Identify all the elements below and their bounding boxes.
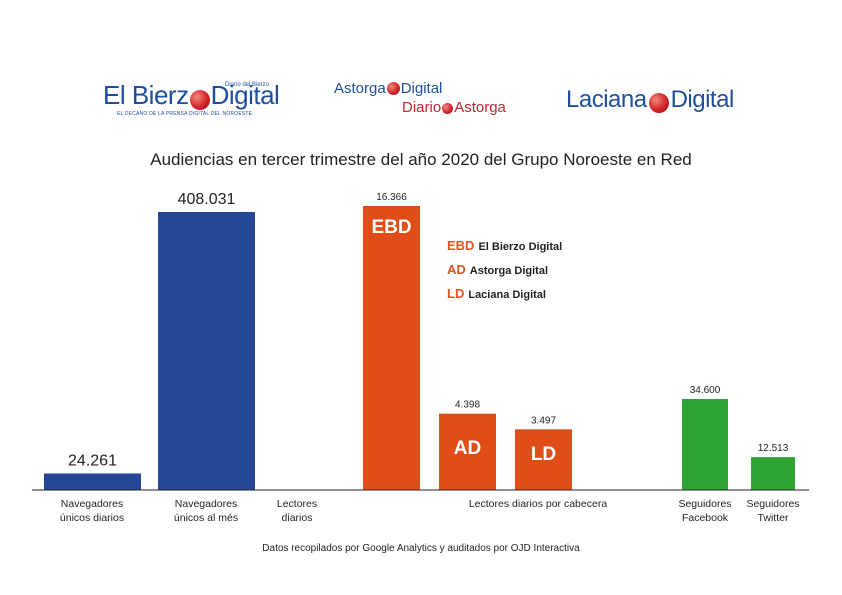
ld-logo-name-left: Laciana — [566, 86, 647, 113]
ebd-logo-subtitle: EL DECANO DE LA PRENSA DIGITAL DEL NOROE… — [117, 111, 253, 117]
globe-icon — [189, 89, 210, 110]
bar-inner-label-ad: AD — [454, 438, 481, 459]
ad-logo-line1-left: Astorga — [334, 80, 386, 97]
source-note: Datos recopilados por Google Analytics y… — [262, 543, 580, 554]
data-label-ad: 4.398 — [455, 400, 480, 411]
category-label: Navegadores — [61, 498, 123, 510]
category-label: Seguidores — [746, 498, 799, 510]
bar-ld — [515, 429, 572, 490]
astorga-digital-logo: Astorga Digital Diario Astorga — [334, 80, 506, 116]
ebd-logo-name-right: Digital — [210, 80, 280, 110]
globe-icon — [386, 82, 400, 96]
legend-code: AD — [447, 262, 466, 277]
data-label-navegadores_mes: 408.031 — [178, 191, 236, 208]
category-label: Twitter — [758, 512, 789, 524]
category-label: Lectores — [277, 498, 317, 510]
globe-icon — [442, 102, 454, 114]
category-label: Lectores diarios por cabecera — [469, 498, 607, 510]
bar-ad — [439, 413, 496, 490]
category-label: Navegadores — [175, 498, 237, 510]
data-label-ld: 3.497 — [531, 415, 556, 426]
bar-inner-label-ebd: EBD — [371, 217, 411, 238]
legend-label: Laciana Digital — [468, 289, 546, 301]
category-label: Facebook — [682, 512, 729, 524]
bar-navegadores_mes — [158, 212, 255, 490]
ebd-logo-tagline: Diario del Bierzo — [225, 82, 270, 88]
category-label: diarios — [282, 512, 313, 524]
legend-code: EBD — [447, 238, 475, 253]
ld-logo-name-right: Digital — [670, 86, 735, 113]
data-label-twitter: 12.513 — [758, 443, 789, 454]
ebd-logo-name-left: El Bierz — [103, 80, 189, 110]
data-label-navegadores_diarios: 24.261 — [68, 452, 117, 469]
globe-icon — [648, 92, 669, 113]
bar-inner-label-ld: LD — [531, 444, 556, 465]
bar-ebd — [363, 206, 420, 490]
bar-twitter — [751, 457, 795, 490]
el-bierzo-digital-logo: El Bierz Digital Diario del Bierzo EL DEC… — [103, 80, 280, 117]
legend-item-ebd: EBD El Bierzo Digital — [447, 238, 562, 253]
legend-label: Astorga Digital — [469, 265, 549, 277]
category-label: Seguidores — [678, 498, 731, 510]
legend-code: LD — [447, 286, 465, 301]
category-label: únicos al més — [174, 512, 238, 524]
chart-title: Audiencias en tercer trimestre del año 2… — [150, 150, 692, 169]
legend-item-ad: AD Astorga Digital — [447, 262, 548, 277]
ad-logo-line2-left: Diario — [402, 99, 442, 116]
ad-logo-line1-right: Digital — [400, 80, 443, 97]
bar-facebook — [682, 399, 728, 490]
ad-logo-line2-right: Astorga — [454, 99, 506, 116]
legend-label: El Bierzo Digital — [478, 241, 563, 253]
data-label-ebd: 16.366 — [376, 192, 407, 203]
data-label-facebook: 34.600 — [690, 385, 721, 396]
ad-logo-line2: Diario Astorga — [402, 99, 506, 116]
legend-item-ld: LD Laciana Digital — [447, 286, 546, 301]
category-label: únicos diarios — [60, 512, 124, 524]
bar-navegadores_diarios — [44, 473, 141, 490]
laciana-digital-logo: Laciana Digital — [566, 86, 734, 114]
